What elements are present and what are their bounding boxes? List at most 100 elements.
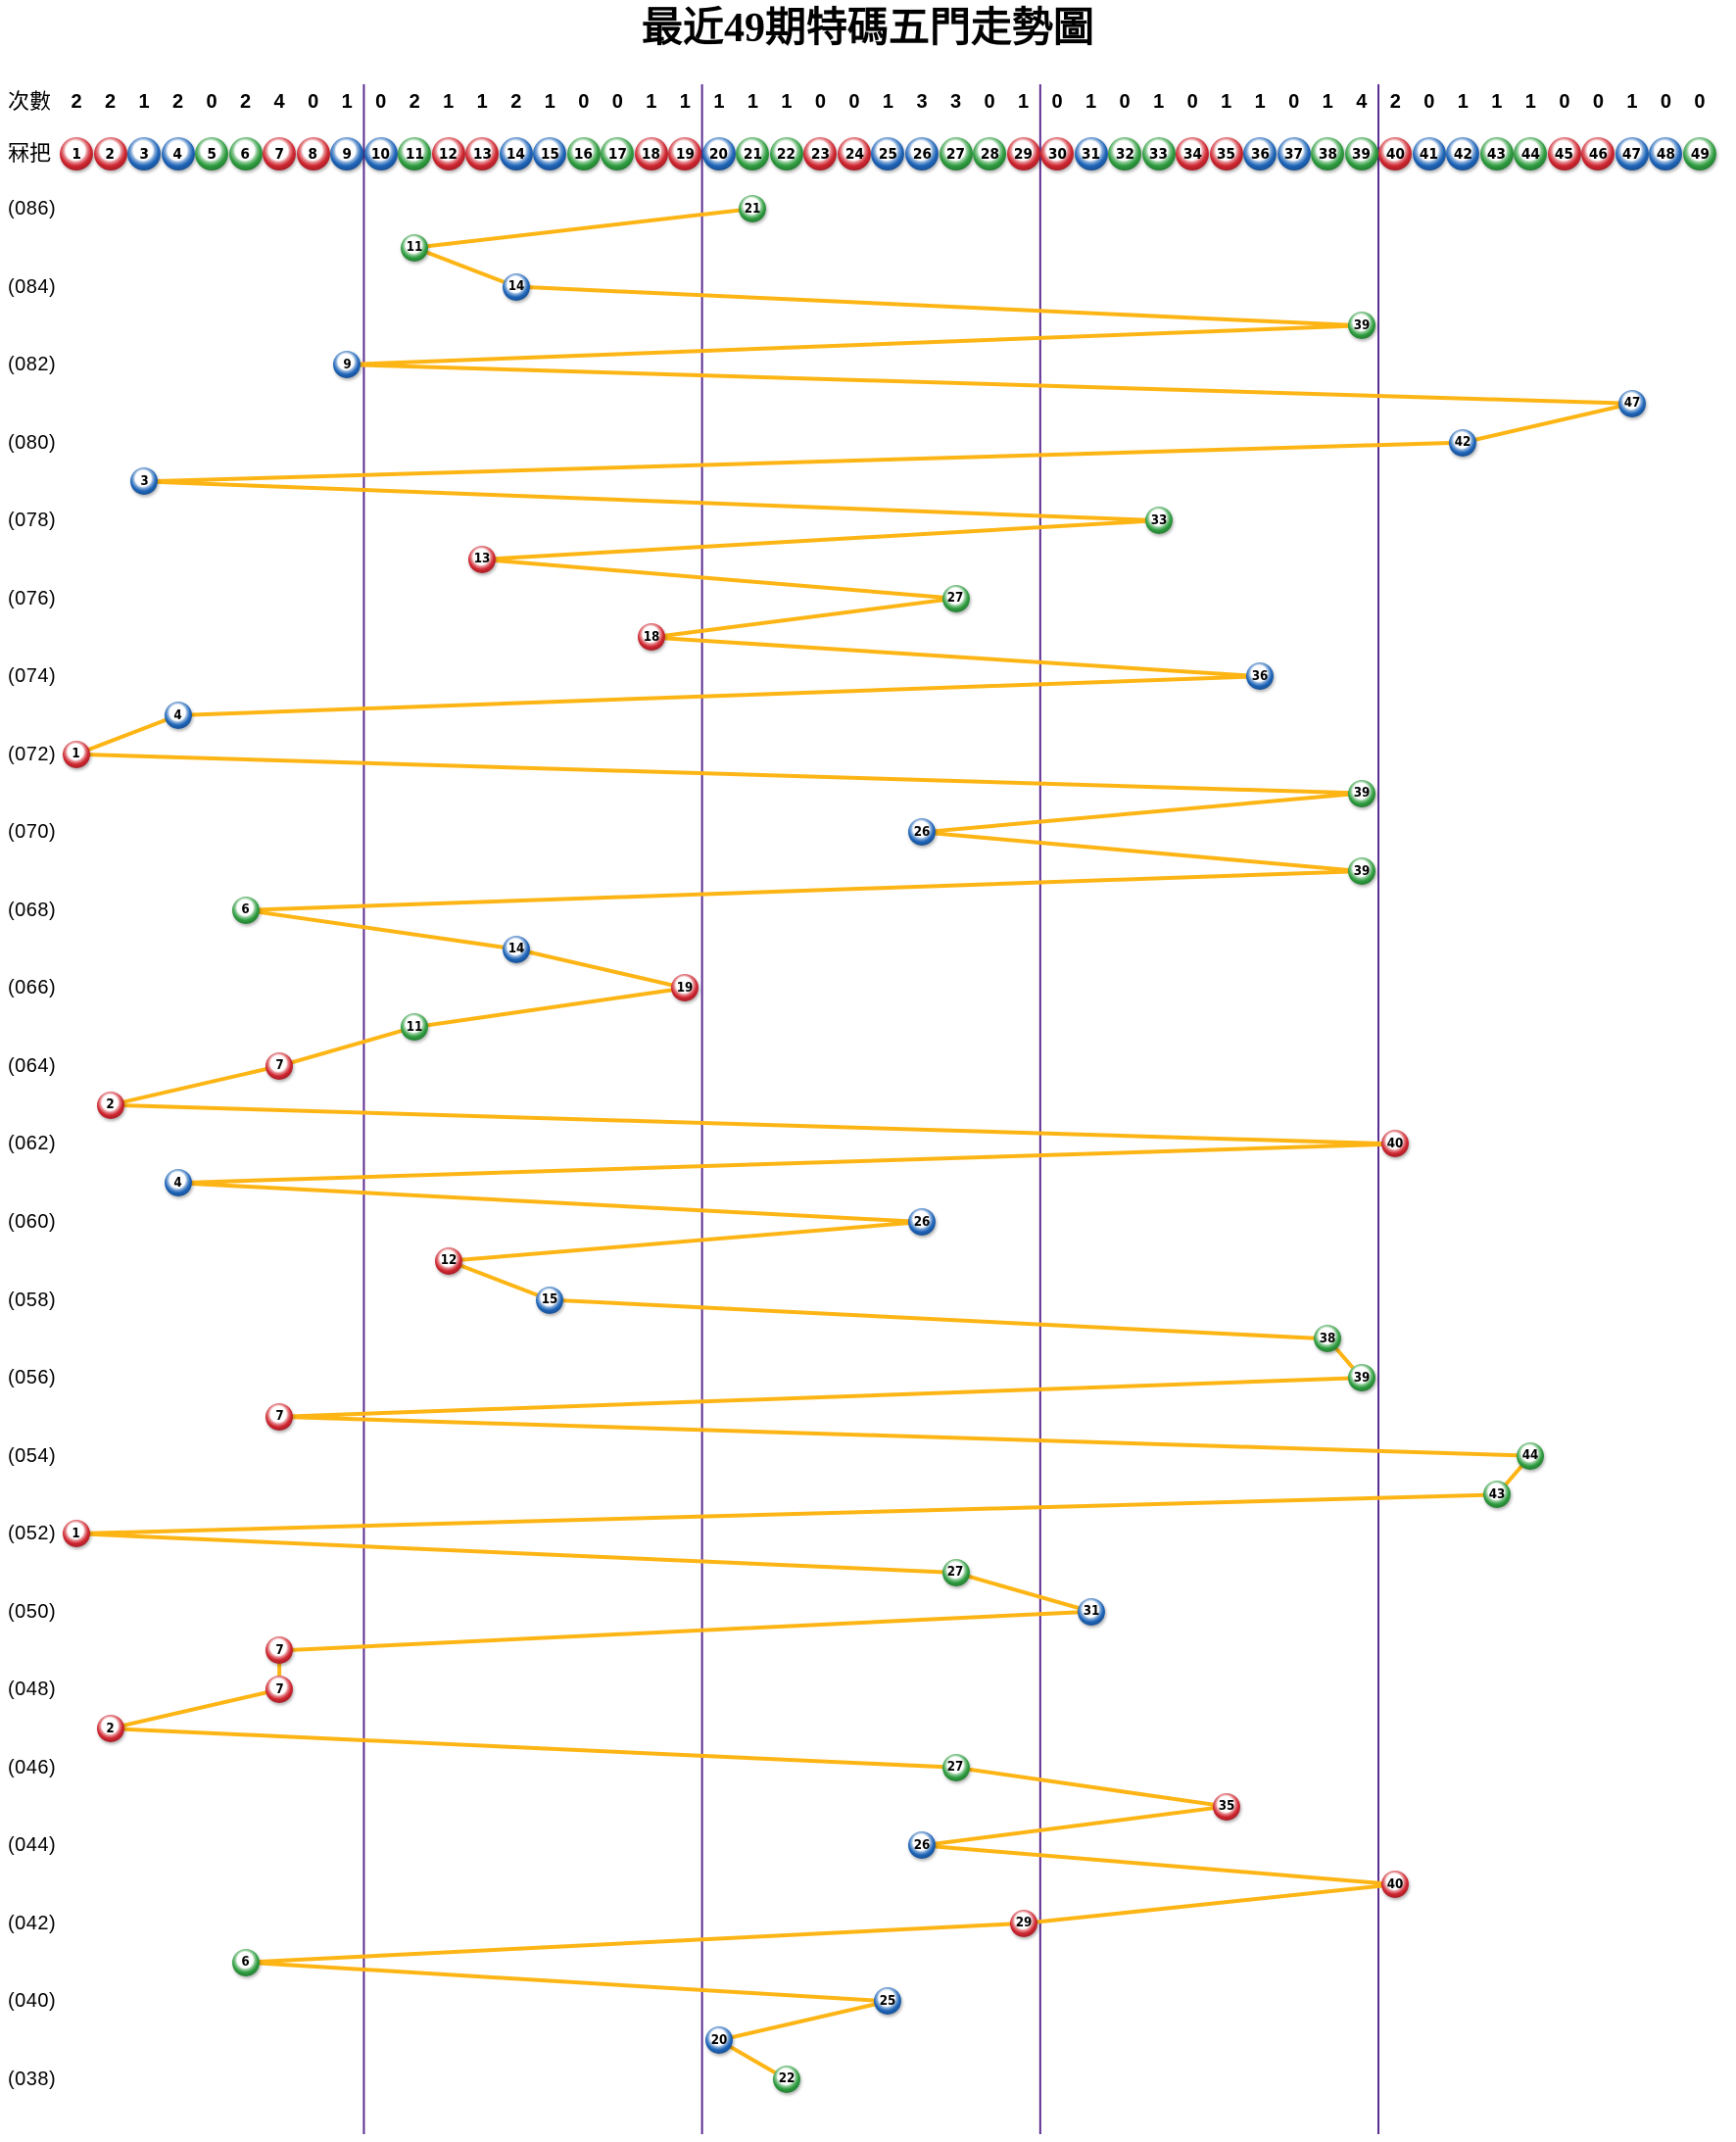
ball-number: 11	[406, 240, 423, 256]
header-ball-26: 26	[905, 137, 939, 170]
count-value-ball-9: 1	[341, 91, 353, 113]
count-value-ball-31: 1	[1085, 91, 1097, 113]
count-value-ball-38: 1	[1322, 91, 1333, 113]
ball-number: 45	[1555, 145, 1574, 163]
header-ball-41: 41	[1412, 137, 1446, 170]
ball-number: 27	[947, 1760, 964, 1776]
chart-ball-period-075: 18	[637, 623, 665, 652]
ball-number: 21	[745, 201, 761, 217]
chart-ball-period-072: 1	[63, 740, 90, 768]
ball-number: 4	[173, 1175, 182, 1191]
chart-ball-period-047: 2	[96, 1715, 124, 1743]
header-ball-16: 16	[566, 137, 601, 170]
chart-ball-period-059: 12	[434, 1246, 462, 1275]
chart-ball-period-039: 20	[704, 2026, 733, 2055]
header-ball-17: 17	[601, 137, 635, 170]
count-value-ball-24: 0	[848, 91, 860, 113]
chart-ball-period-040: 25	[874, 1987, 902, 2016]
period-label-048: (048)	[8, 1679, 57, 1701]
chart-ball-period-048: 7	[265, 1676, 294, 1704]
ball-number: 1	[72, 145, 81, 163]
ball-number: 7	[274, 1058, 284, 1074]
header-ball-4: 4	[161, 137, 195, 170]
header-ball-31: 31	[1074, 137, 1108, 170]
ball-number: 9	[342, 357, 352, 372]
chart-ball-period-080: 42	[1449, 428, 1477, 457]
ball-number: 3	[139, 145, 149, 163]
ball-number: 37	[1284, 145, 1304, 163]
count-value-ball-47: 1	[1626, 91, 1638, 113]
ball-number: 39	[1353, 786, 1371, 802]
count-value-ball-29: 1	[1017, 91, 1030, 113]
ball-number: 35	[1217, 145, 1236, 163]
ball-number: 2	[105, 145, 116, 163]
ball-number: 12	[439, 145, 458, 163]
ball-number: 6	[241, 902, 250, 918]
header-ball-18: 18	[634, 137, 668, 170]
ball-number: 24	[844, 145, 864, 163]
ball-number: 4	[173, 707, 182, 723]
chart-ball-period-084: 14	[502, 272, 530, 301]
ball-number: 39	[1352, 145, 1372, 163]
count-value-ball-36: 1	[1254, 91, 1266, 113]
ball-number: 43	[1487, 145, 1507, 163]
period-label-072: (072)	[8, 743, 57, 765]
ball-number: 27	[945, 145, 966, 163]
chart-ball-period-057: 38	[1314, 1325, 1342, 1353]
period-label-070: (070)	[8, 821, 57, 844]
ball-number: 38	[1319, 1331, 1336, 1346]
count-value-ball-48: 0	[1660, 91, 1671, 113]
count-value-ball-10: 0	[375, 91, 387, 113]
ball-number: 31	[1081, 145, 1101, 163]
ball-number: 20	[710, 2032, 728, 2048]
ball-number: 25	[880, 1993, 896, 2009]
count-value-ball-15: 1	[544, 91, 555, 113]
header-ball-35: 35	[1209, 137, 1243, 170]
ball-number: 20	[709, 145, 729, 163]
header-ball-47: 47	[1615, 137, 1649, 170]
header-ball-22: 22	[769, 137, 803, 170]
ball-number: 26	[913, 1214, 931, 1230]
ball-number: 40	[1386, 1876, 1404, 1892]
chart-ball-period-070: 26	[908, 818, 936, 847]
count-value-ball-44: 1	[1524, 91, 1536, 113]
header-ball-38: 38	[1311, 137, 1345, 170]
count-value-ball-21: 1	[747, 91, 758, 113]
header-ball-6: 6	[228, 137, 263, 170]
period-label-044: (044)	[8, 1834, 57, 1857]
count-value-ball-1: 2	[71, 91, 82, 113]
ball-number: 26	[912, 145, 932, 163]
chart-ball-period-050: 31	[1077, 1597, 1105, 1626]
count-value-ball-32: 0	[1119, 91, 1131, 113]
count-value-ball-26: 3	[916, 91, 928, 113]
header-ball-20: 20	[701, 137, 736, 170]
ball-number: 18	[642, 145, 661, 163]
header-ball-1: 1	[60, 137, 93, 170]
ball-number: 9	[342, 145, 352, 163]
header-ball-11: 11	[398, 137, 432, 170]
header-ball-5: 5	[195, 137, 229, 170]
ball-number: 40	[1386, 1136, 1404, 1151]
count-value-ball-16: 0	[578, 91, 590, 113]
chart-ball-period-038: 22	[772, 2065, 800, 2093]
ball-number: 28	[980, 145, 999, 163]
count-value-ball-28: 0	[984, 91, 995, 113]
period-label-058: (058)	[8, 1289, 57, 1311]
header-ball-40: 40	[1378, 137, 1413, 170]
header-ball-33: 33	[1141, 137, 1176, 170]
count-value-ball-5: 0	[206, 91, 217, 113]
ball-number: 27	[947, 1565, 964, 1581]
ball-number: 40	[1385, 145, 1405, 163]
ball-number: 43	[1488, 1486, 1506, 1502]
period-label-076: (076)	[8, 587, 57, 609]
ball-number: 36	[1250, 145, 1270, 163]
period-label-046: (046)	[8, 1756, 57, 1778]
count-value-ball-45: 0	[1559, 91, 1570, 113]
chart-ball-period-053: 43	[1482, 1481, 1511, 1509]
ball-number: 11	[406, 1019, 423, 1035]
header-ball-37: 37	[1277, 137, 1311, 170]
ball-number: 14	[507, 942, 525, 957]
chart-ball-period-066: 19	[671, 974, 699, 1002]
ball-number: 22	[778, 2071, 796, 2087]
